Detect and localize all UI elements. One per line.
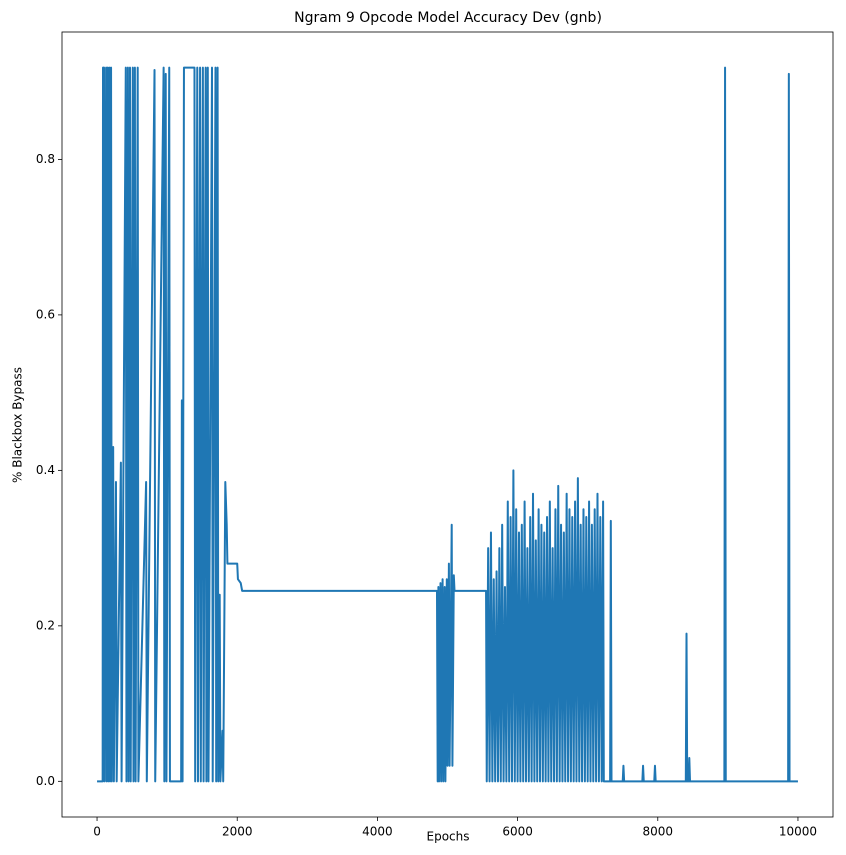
x-axis-label: Epochs	[427, 830, 470, 844]
y-axis-label: % Blackbox Bypass	[11, 367, 25, 483]
y-tick-label: 0.2	[36, 618, 55, 632]
x-tick-label: 10000	[779, 825, 817, 839]
y-tick-label: 0.0	[36, 774, 55, 788]
y-tick-label: 0.6	[36, 307, 55, 321]
plot-frame	[61, 31, 834, 818]
chart-title: Ngram 9 Opcode Model Accuracy Dev (gnb)	[294, 10, 602, 26]
x-tick-label: 6000	[502, 825, 533, 839]
y-tick-label: 0.8	[36, 152, 55, 166]
data-line	[97, 66, 798, 783]
x-tick-label: 4000	[362, 825, 393, 839]
x-tick-label: 0	[93, 825, 101, 839]
y-tick-label: 0.4	[36, 463, 55, 477]
x-tick-label: 8000	[642, 825, 673, 839]
x-tick-label: 2000	[222, 825, 253, 839]
